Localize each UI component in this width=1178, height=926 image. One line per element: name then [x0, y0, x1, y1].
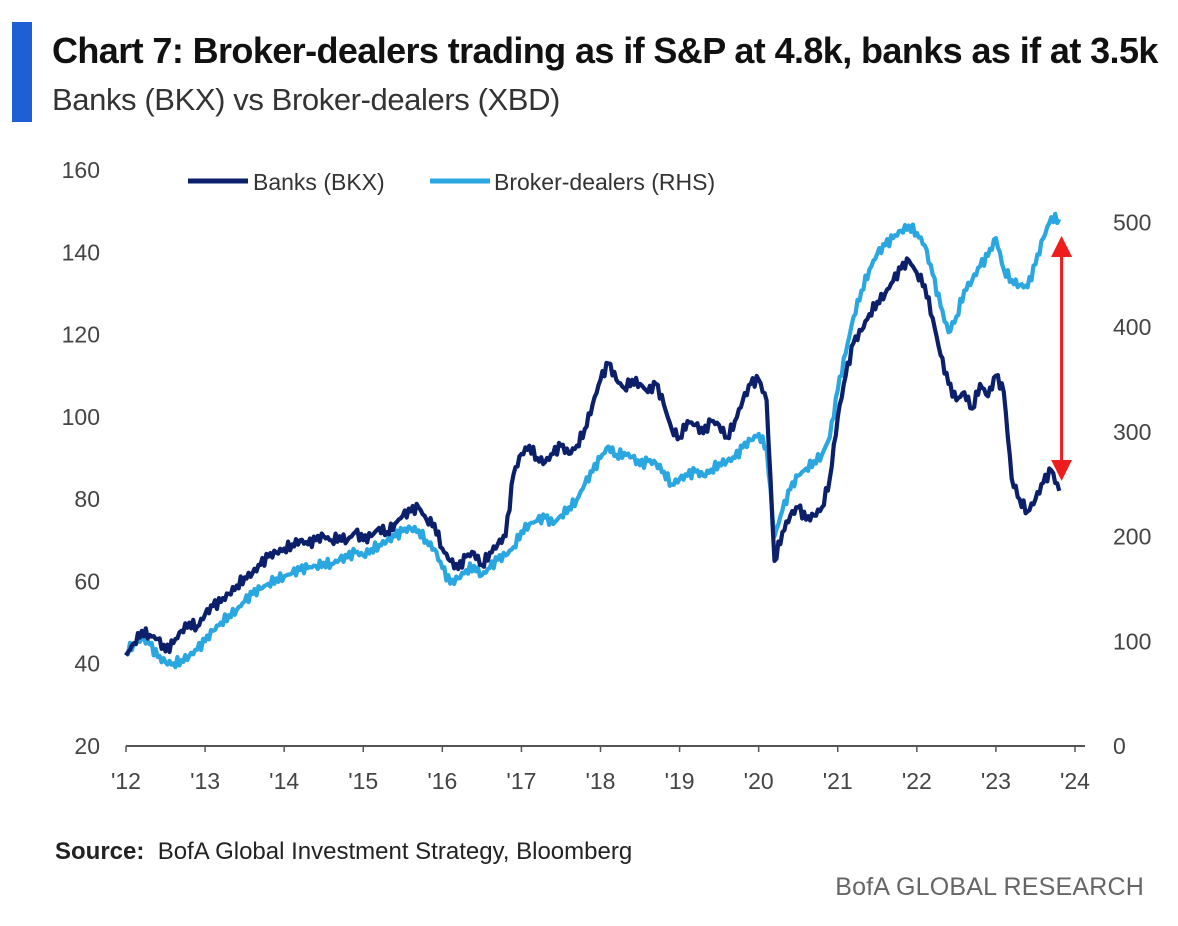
- title-accent-bar: [12, 22, 32, 122]
- right-y-axis: 0 100 200 300 400 500: [1113, 209, 1151, 759]
- legend-label-brokers: Broker-dealers (RHS): [494, 169, 715, 195]
- legend: Banks (BKX) Broker-dealers (RHS): [188, 169, 715, 195]
- x-tick-label: '16: [427, 768, 457, 794]
- x-tick-label: '23: [981, 768, 1011, 794]
- series-line-brokers: [124, 211, 1062, 670]
- x-tick-label: '21: [823, 768, 853, 794]
- right-tick-label: 400: [1113, 314, 1151, 340]
- x-tick-label: '15: [348, 768, 378, 794]
- chart-subtitle: Banks (BKX) vs Broker-dealers (XBD): [52, 82, 560, 117]
- x-tick-label: '14: [269, 768, 299, 794]
- left-tick-label: 100: [62, 404, 100, 430]
- left-tick-label: 60: [74, 568, 100, 594]
- left-tick-label: 20: [74, 733, 100, 759]
- series-line-banks: [124, 256, 1062, 657]
- x-axis: '12 '13 '14 '15 '16 '17 '18 '19 '20 '21 '22 '23 '24: [111, 745, 1090, 794]
- source-note: Source: BofA Global Investment Strategy,…: [55, 838, 632, 866]
- x-tick-label: '18: [586, 768, 616, 794]
- legend-label-banks: Banks (BKX): [253, 169, 385, 195]
- right-tick-label: 0: [1113, 733, 1126, 759]
- left-tick-label: 40: [74, 651, 100, 677]
- series-layer: [124, 211, 1062, 670]
- left-tick-label: 160: [62, 157, 100, 183]
- x-tick-label: '19: [665, 768, 695, 794]
- brand-label: BofA GLOBAL RESEARCH: [835, 873, 1144, 901]
- left-tick-label: 140: [62, 239, 100, 265]
- line-chart: 20 40 60 80 100 120 140 160 0 100 200 300 400 500 '1…: [62, 157, 1152, 794]
- right-tick-label: 300: [1113, 419, 1151, 445]
- chart-title: Chart 7: Broker-dealers trading as if S&…: [52, 30, 1158, 71]
- left-tick-label: 80: [74, 486, 100, 512]
- x-tick-label: '13: [190, 768, 220, 794]
- source-label: Source:: [55, 838, 145, 865]
- x-tick-label: '12: [111, 768, 141, 794]
- x-tick-label: '20: [744, 768, 774, 794]
- left-y-axis: 20 40 60 80 100 120 140 160: [62, 157, 100, 759]
- source-text: BofA Global Investment Strategy, Bloombe…: [157, 838, 633, 865]
- x-tick-label: '22: [902, 768, 932, 794]
- x-tick-label: '17: [506, 768, 536, 794]
- x-tick-label: '24: [1060, 768, 1090, 794]
- right-tick-label: 200: [1113, 524, 1151, 550]
- right-tick-label: 500: [1113, 209, 1151, 235]
- left-tick-label: 120: [62, 322, 100, 348]
- right-tick-label: 100: [1113, 628, 1151, 654]
